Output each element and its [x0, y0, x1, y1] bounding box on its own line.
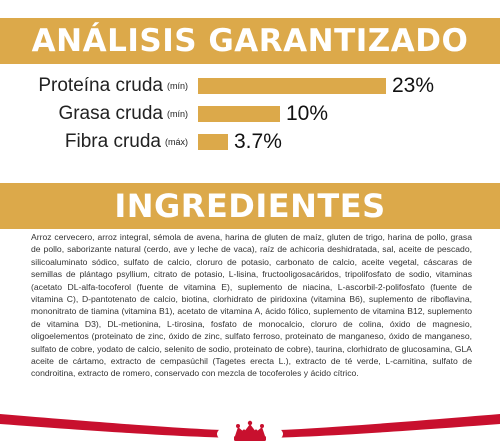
nutrient-name: Proteína cruda	[38, 75, 163, 96]
nutrient-label: Proteína cruda (mín)	[38, 72, 188, 100]
ingredients-title: INGREDIENTES	[114, 187, 386, 225]
nutrient-row-fiber: Fibra cruda (máx) 3.7%	[0, 128, 500, 156]
analysis-title-banner: ANÁLISIS GARANTIZADO	[0, 18, 500, 64]
footer-wave-decoration	[0, 414, 500, 447]
analysis-title: ANÁLISIS GARANTIZADO	[31, 23, 469, 59]
ingredients-list-text: Arroz cervecero, arroz integral, sémola …	[31, 232, 472, 379]
nutrient-qualifier: (máx)	[165, 137, 188, 147]
nutrient-row-fat: Grasa cruda (mín) 10%	[0, 100, 500, 128]
nutrient-name: Fibra cruda	[64, 131, 161, 152]
nutrient-label: Grasa cruda (mín)	[58, 100, 188, 128]
nutrient-row-protein: Proteína cruda (mín) 23%	[0, 72, 500, 100]
nutrient-qualifier: (mín)	[167, 81, 188, 91]
nutrient-value: 3.7%	[234, 130, 282, 153]
nutrient-label: Fibra cruda (máx)	[65, 128, 188, 156]
nutrient-qualifier: (mín)	[167, 109, 188, 119]
nutrient-name: Grasa cruda	[58, 103, 163, 124]
ingredients-title-banner: INGREDIENTES	[0, 183, 500, 229]
royal-crown-logo-icon	[217, 420, 283, 446]
nutrient-value: 23%	[392, 74, 435, 97]
nutrient-bar	[198, 78, 386, 94]
nutrient-bar	[198, 134, 228, 150]
nutrient-bar	[198, 106, 280, 122]
nutrient-value: 10%	[286, 102, 329, 125]
